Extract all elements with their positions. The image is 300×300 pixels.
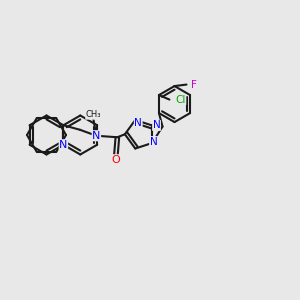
- Text: CH₃: CH₃: [85, 110, 101, 119]
- Text: O: O: [112, 155, 120, 165]
- Text: N: N: [59, 140, 68, 150]
- Text: N: N: [92, 131, 100, 141]
- Text: Cl: Cl: [176, 94, 186, 105]
- Text: N: N: [153, 120, 160, 130]
- Text: N: N: [134, 118, 142, 128]
- Text: F: F: [191, 80, 197, 90]
- Text: N: N: [150, 136, 158, 147]
